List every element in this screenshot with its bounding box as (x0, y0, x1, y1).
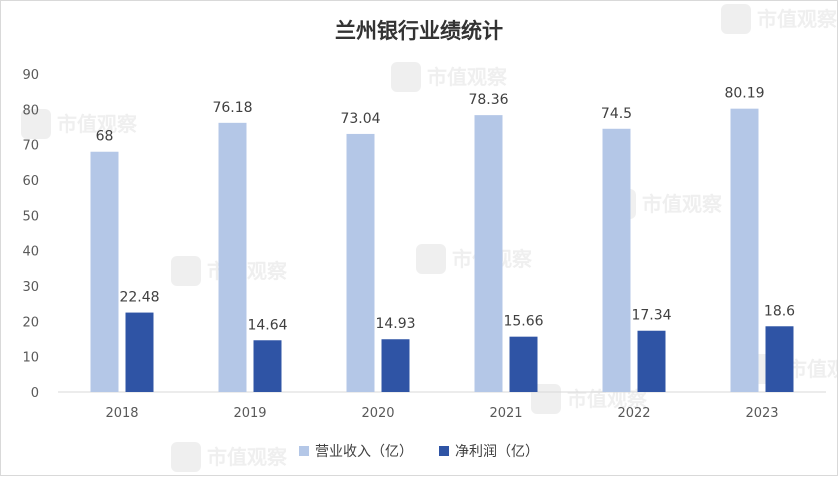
bar-revenue (474, 115, 503, 393)
data-label-net-profit: 15.66 (503, 314, 543, 330)
data-label-net-profit: 18.6 (764, 303, 795, 319)
x-tick-label: 2019 (233, 406, 266, 421)
legend-item-revenue: 营业收入（亿） (299, 441, 413, 461)
bar-net-profit (765, 326, 794, 392)
y-tick-label: 20 (22, 315, 39, 330)
y-tick-label: 50 (22, 209, 39, 224)
legend-label-net-profit: 净利润（亿） (455, 444, 539, 460)
y-tick-label: 40 (22, 245, 39, 260)
bar-net-profit (381, 339, 410, 392)
data-label-net-profit: 14.64 (247, 317, 287, 333)
y-tick-label: 10 (22, 351, 39, 366)
watermark-logo: 市值观察 (21, 109, 138, 139)
watermark-logo-mark (721, 4, 751, 34)
bar-revenue (218, 122, 247, 393)
watermark-logo-mark (391, 62, 421, 92)
watermark-logo-text: 市值观察 (207, 445, 288, 469)
watermark-logo-mark (171, 442, 201, 472)
x-tick-label: 2021 (489, 406, 522, 421)
watermark-logo: 市值观察 (416, 244, 533, 274)
watermark-logo-text: 市值观察 (427, 65, 508, 89)
watermark-logo: 市值观察 (391, 62, 508, 92)
watermark-logo-mark (171, 256, 201, 286)
data-label-revenue: 73.04 (340, 111, 380, 127)
bar-net-profit (637, 330, 666, 392)
watermark-logo: 市值观察 (721, 4, 838, 34)
legend-swatch-net-profit (439, 446, 449, 456)
bar-revenue (346, 133, 375, 392)
y-tick-label: 90 (22, 68, 39, 83)
x-tick-label: 2022 (617, 406, 650, 421)
bar-net-profit (253, 340, 282, 392)
bar-net-profit (125, 312, 154, 392)
bar-net-profit (509, 336, 538, 392)
y-tick-label: 30 (22, 280, 39, 295)
data-label-revenue: 78.36 (468, 92, 508, 108)
data-label-net-profit: 22.48 (119, 290, 159, 306)
watermark-logo-mark (416, 244, 446, 274)
y-tick-label: 80 (22, 103, 39, 118)
watermark-logo-text: 市值观察 (642, 192, 723, 216)
data-label-net-profit: 14.93 (375, 316, 415, 332)
x-tick-label: 2020 (361, 406, 394, 421)
bar-revenue (730, 108, 759, 393)
watermark-logo: 市值观察 (751, 354, 838, 384)
legend-swatch-revenue (299, 446, 309, 456)
data-label-net-profit: 17.34 (631, 308, 671, 324)
chart-legend: 营业收入（亿） 净利润（亿） (1, 441, 837, 461)
watermark-logo-text: 市值观察 (757, 7, 837, 31)
data-label-revenue: 68 (96, 129, 114, 145)
y-tick-label: 70 (22, 139, 39, 154)
watermark-logo: 市值观察 (171, 442, 288, 472)
data-label-revenue: 76.18 (212, 100, 252, 116)
watermark-logo-text: 市值观察 (57, 112, 138, 136)
watermark-logo-text: 市值观察 (787, 357, 837, 381)
chart-title: 兰州银行业绩统计 (335, 19, 503, 43)
y-tick-label: 60 (22, 174, 39, 189)
legend-item-net-profit: 净利润（亿） (439, 441, 539, 461)
legend-label-revenue: 营业收入（亿） (315, 444, 413, 460)
bar-revenue (602, 128, 631, 392)
y-tick-label: 0 (31, 386, 39, 401)
x-tick-label: 2018 (105, 406, 138, 421)
x-tick-label: 2023 (745, 406, 778, 421)
bar-revenue (90, 151, 119, 392)
watermark-logo-mark (21, 109, 51, 139)
data-label-revenue: 74.5 (601, 106, 632, 122)
data-label-revenue: 80.19 (724, 86, 764, 102)
